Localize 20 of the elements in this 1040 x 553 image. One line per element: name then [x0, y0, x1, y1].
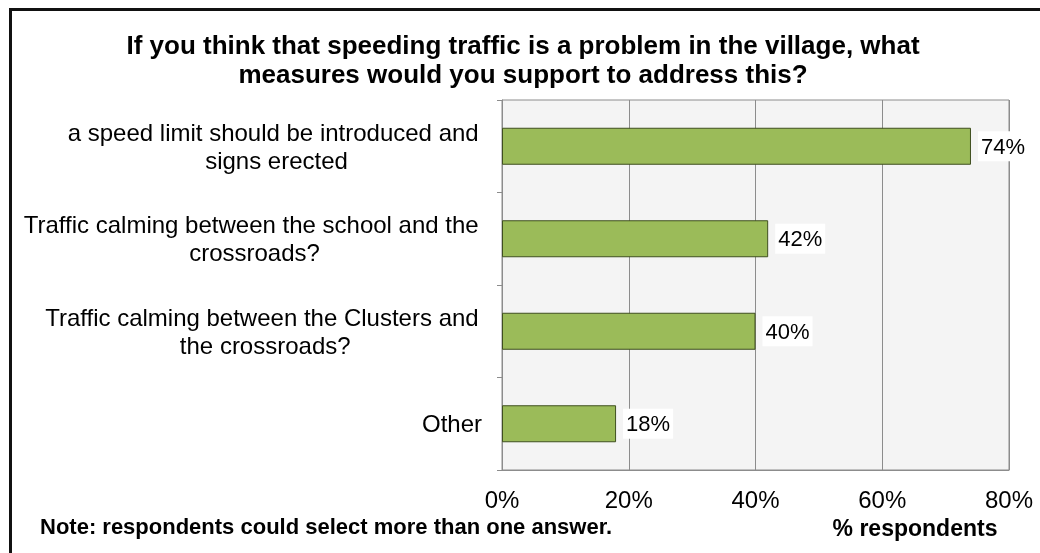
x-tick-label: 20% [604, 485, 653, 513]
y-tick-label: Traffic calming between the Clusters and the crossroads? [45, 303, 486, 359]
data-label: 74% [980, 133, 1026, 159]
data-label: 18% [626, 411, 671, 437]
x-tick-label: 80% [984, 485, 1034, 513]
y-tick-label: a speed limit should be introduced and signs erected [67, 118, 486, 174]
x-tick-label: 0% [484, 485, 520, 513]
bar [502, 127, 971, 165]
x-axis-title: % respondents [832, 515, 998, 541]
data-label: 40% [765, 318, 810, 344]
y-tick-label: Traffic calming between the school and the crossroads? [23, 211, 486, 267]
bar [502, 405, 617, 443]
bar [502, 220, 769, 258]
x-tick-label: 60% [858, 485, 907, 513]
chart-title: If you think that speeding traffic is a problem in the village, what measures would you support to address this? [126, 29, 920, 89]
text: Note: respondents could select more than one answer. [40, 513, 613, 539]
data-label: 42% [778, 226, 823, 252]
y-tick-label: Other [421, 410, 482, 438]
bar [502, 312, 756, 350]
x-tick-label: 40% [731, 485, 780, 513]
